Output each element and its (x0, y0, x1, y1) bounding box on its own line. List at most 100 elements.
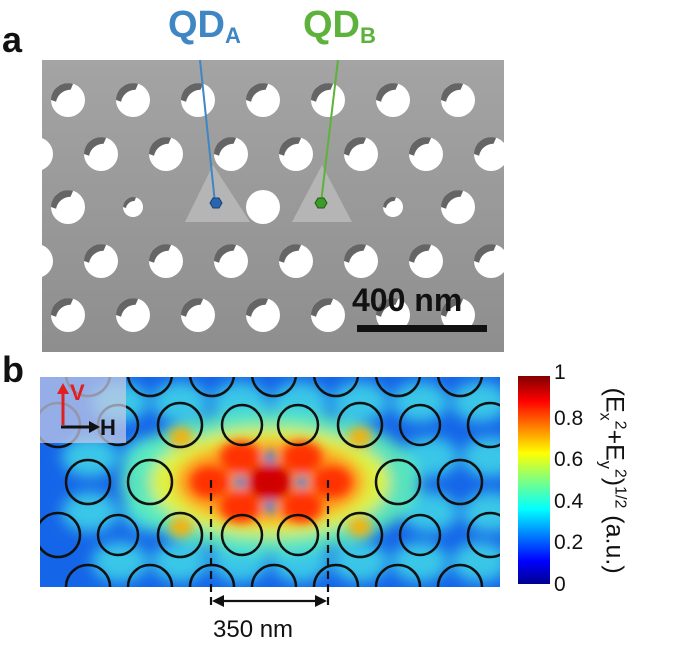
qd-a-marker (209, 197, 223, 209)
dimension-label: 350 nm (213, 616, 294, 643)
hole-outline (64, 458, 112, 506)
hole-outline (374, 458, 422, 506)
hole-outline (312, 377, 360, 398)
field-map (40, 377, 500, 587)
hole-outline (126, 458, 174, 506)
air-hole (279, 244, 313, 278)
colorbar-tick-label: 0.8 (554, 406, 584, 430)
scale-bar-label: 400 nm (352, 282, 463, 318)
air-hole (441, 83, 475, 117)
air-hole (474, 244, 504, 278)
qd-b-marker (314, 197, 328, 209)
hole-outline (220, 403, 264, 447)
hole-outline (250, 377, 298, 398)
air-hole (376, 83, 410, 117)
air-hole (344, 137, 378, 171)
hole-outline (96, 513, 140, 557)
air-hole (279, 137, 313, 171)
polarization-inset (40, 377, 126, 443)
air-hole (214, 137, 248, 171)
air-hole (84, 137, 118, 171)
air-hole (51, 190, 85, 224)
hole-outline (336, 511, 384, 559)
air-hole (383, 197, 403, 217)
photonic-crystal-render (42, 59, 540, 352)
qd-b-pointer (320, 59, 339, 204)
cb-label-part: (E (600, 387, 629, 413)
air-hole (123, 197, 143, 217)
v-arrow-head (57, 383, 69, 394)
h-arrow-head (89, 421, 100, 433)
cavity-triangle-a (185, 165, 250, 222)
hole-outline (64, 563, 112, 587)
air-hole (42, 138, 53, 170)
qd-a-pointer (199, 59, 216, 204)
cb-label-part: (a.u.) (600, 508, 629, 574)
colorbar-tick-label: 0.6 (554, 448, 584, 472)
colorbar-tick-label: 0 (554, 573, 566, 596)
air-hole (506, 83, 540, 117)
hole-outline (336, 401, 384, 449)
air-hole (246, 190, 280, 224)
qd-b-sub: B (360, 23, 376, 48)
scale-bar (357, 325, 487, 332)
air-hole (311, 298, 345, 332)
air-hole (409, 244, 443, 278)
hole-outline (398, 403, 442, 447)
hole-outline (250, 563, 298, 587)
air-hole (376, 298, 410, 332)
hole-outline (156, 401, 204, 449)
dimension-marker (209, 480, 330, 607)
h-label: H (100, 415, 116, 440)
v-label: V (70, 380, 85, 405)
air-hole (51, 298, 85, 332)
air-hole (506, 298, 540, 332)
panel-b-letter: b (2, 349, 24, 390)
air-hole (409, 137, 443, 171)
air-hole (246, 298, 280, 332)
colorbar (518, 376, 550, 584)
hole-outline (126, 563, 174, 587)
cb-label-sub-y: y (596, 460, 614, 469)
qd-b-main: QD (303, 4, 360, 46)
air-hole (51, 83, 85, 117)
air-hole (42, 245, 53, 277)
hole-outline (156, 511, 204, 559)
hole-outline (276, 513, 320, 557)
cb-label-sup-2b: 2 (611, 468, 629, 478)
hole-outline (312, 563, 360, 587)
air-hole (181, 298, 215, 332)
hole-outline (466, 511, 500, 559)
hole-outline (188, 377, 236, 398)
cb-label-part: +E (600, 429, 629, 461)
air-hole (246, 83, 280, 117)
colorbar-tick-label: 0.4 (554, 489, 584, 513)
colorbar-tick-label: 0.2 (554, 531, 584, 555)
cb-label-sup-exp: 1/2 (611, 486, 629, 509)
qd-b-label: QDB (303, 6, 376, 47)
air-holes (42, 83, 540, 332)
air-hole (441, 298, 475, 332)
air-hole (441, 190, 475, 224)
colorbar-tick-label: 1 (554, 361, 566, 384)
hole-outline (220, 513, 264, 557)
air-hole (116, 298, 150, 332)
air-hole (116, 83, 150, 117)
hole-outline (374, 563, 422, 587)
hole-outline (398, 513, 442, 557)
air-hole (344, 244, 378, 278)
air-hole (474, 137, 504, 171)
hole-outline (126, 377, 174, 398)
qd-a-main: QD (168, 4, 225, 46)
hole-outline (374, 377, 422, 398)
hole-outline (436, 377, 484, 398)
air-hole (506, 190, 540, 224)
cb-label-sup-2a: 2 (611, 420, 629, 430)
hole-outline (436, 563, 484, 587)
cb-label-sub-x: x (596, 412, 614, 421)
colorbar-label: (Ex2+Ey2)1/2 (a.u.) (596, 331, 629, 631)
air-hole (84, 244, 118, 278)
hole-outline (466, 401, 500, 449)
air-hole (214, 244, 248, 278)
panel-a-letter: a (2, 19, 23, 60)
